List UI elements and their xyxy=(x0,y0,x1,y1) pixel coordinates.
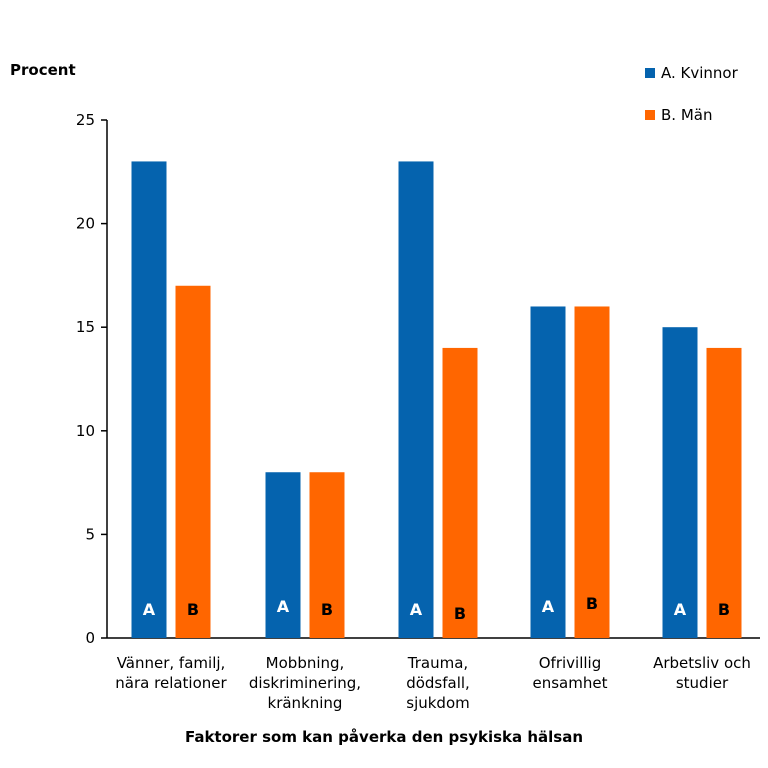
bar-letter-b-1: B xyxy=(321,600,333,619)
y-tick-label-10: 10 xyxy=(76,422,95,440)
bar-letter-a-1: A xyxy=(277,597,290,616)
bar-letter-a-0: A xyxy=(143,600,156,619)
x-tick-label-line: kränkning xyxy=(268,694,343,712)
y-tick-label-5: 5 xyxy=(85,525,95,543)
bar-letter-b-0: B xyxy=(187,600,199,619)
legend-swatch-man xyxy=(645,110,655,120)
legend-swatch-kvinnor xyxy=(645,68,655,78)
x-tick-label-line: nära relationer xyxy=(115,674,227,692)
bar-a-3 xyxy=(530,306,566,638)
bar-letter-a-4: A xyxy=(674,600,687,619)
legend-label-man: B. Män xyxy=(661,106,713,124)
bar-b-2 xyxy=(442,347,478,638)
x-tick-label-line: Trauma, xyxy=(407,654,468,672)
bar-a-1 xyxy=(265,472,301,638)
x-tick-label-3: Ofrivillig ensamhet xyxy=(533,654,608,692)
x-axis-title: Faktorer som kan påverka den psykiska hä… xyxy=(184,728,584,746)
x-tick-label-line: Ofrivillig xyxy=(539,654,602,672)
bar-letter-b-2: B xyxy=(454,604,466,623)
bar-a-0 xyxy=(131,161,167,638)
bar-letter-a-2: A xyxy=(410,600,423,619)
x-tick-label-line: Mobbning, xyxy=(266,654,345,672)
y-tick-label-25: 25 xyxy=(76,111,95,129)
x-tick-label-0: Vänner, familj, nära relationer xyxy=(115,654,227,692)
x-tick-label-line: Arbetsliv och xyxy=(653,654,751,672)
x-tick-label-1: Mobbning, diskriminering, kränkning xyxy=(249,654,361,712)
y-tick-label-20: 20 xyxy=(76,215,95,233)
x-tick-label-line: sjukdom xyxy=(406,694,470,712)
y-tick-label-0: 0 xyxy=(85,629,95,647)
bar-b-1 xyxy=(309,472,345,638)
legend-label-kvinnor: A. Kvinnor xyxy=(661,64,738,82)
y-axis-label: Procent xyxy=(10,61,76,79)
y-tick-label-15: 15 xyxy=(76,318,95,336)
bar-a-4 xyxy=(662,327,698,638)
bar-a-2 xyxy=(398,161,434,638)
bar-letter-a-3: A xyxy=(542,597,555,616)
bar-letter-b-4: B xyxy=(718,600,730,619)
bar-letter-b-3: B xyxy=(586,594,598,613)
x-tick-label-line: studier xyxy=(676,674,729,692)
x-tick-label-line: ensamhet xyxy=(533,674,608,692)
bar-b-3 xyxy=(574,306,610,638)
bar-b-4 xyxy=(706,347,742,638)
x-tick-label-line: diskriminering, xyxy=(249,674,361,692)
legend-item-man: B. Män xyxy=(645,104,738,126)
x-tick-label-4: Arbetsliv och studier xyxy=(653,654,751,692)
legend-item-kvinnor: A. Kvinnor xyxy=(645,62,738,84)
x-tick-label-line: dödsfall, xyxy=(406,674,470,692)
x-tick-label-2: Trauma, dödsfall, sjukdom xyxy=(406,654,470,712)
legend: A. Kvinnor B. Män xyxy=(645,62,738,146)
x-tick-label-line: Vänner, familj, xyxy=(117,654,226,672)
bar-b-0 xyxy=(175,285,211,638)
